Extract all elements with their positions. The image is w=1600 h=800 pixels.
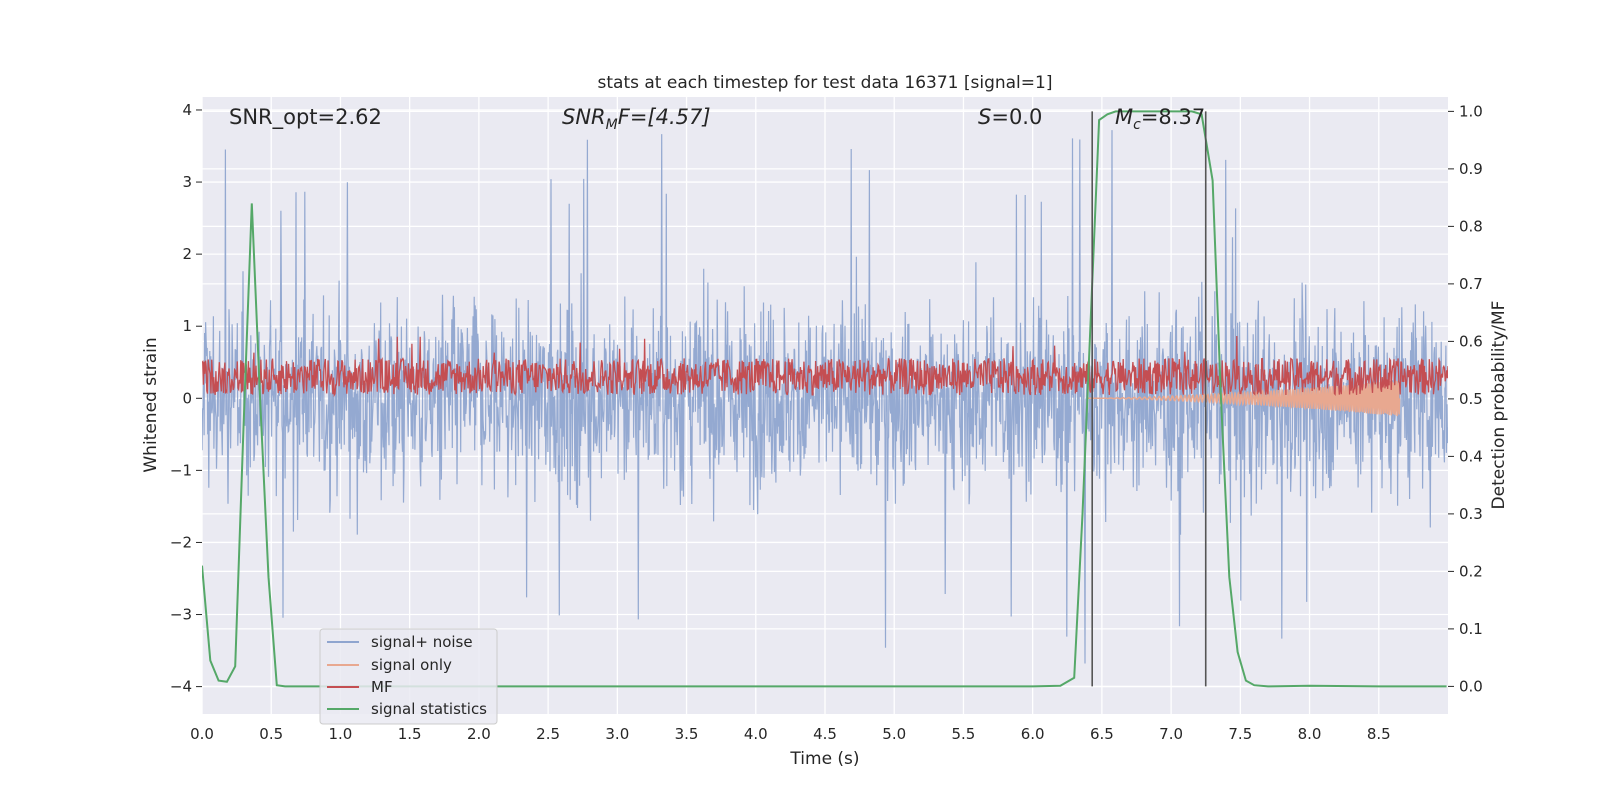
annotation-s-italic: S (978, 105, 991, 129)
x-axis-label: Time (s) (789, 749, 859, 769)
annotation-snr-mf-sub: M (606, 117, 618, 133)
x-tick-label: 0.5 (259, 725, 283, 743)
y-left-tick-label: −1 (170, 461, 192, 479)
x-tick-label: 1.0 (329, 725, 353, 743)
annotation-s-rest: =0.0 (991, 105, 1042, 129)
y-left-tick-label: 2 (182, 245, 192, 263)
y-right-tick-label: 0.1 (1459, 620, 1483, 638)
y-right-tick-label: 0.6 (1459, 332, 1483, 350)
legend-label-signal-only: signal only (371, 656, 452, 674)
y-left-axis-label: Whitened strain (141, 337, 161, 472)
annotation-mc-rest: =8.37 (1141, 105, 1205, 129)
x-tick-label: 6.0 (1021, 725, 1045, 743)
y-left-tick-label: −3 (170, 606, 192, 624)
y-right-tick-label: 0.4 (1459, 447, 1483, 465)
x-tick-label: 3.0 (605, 725, 629, 743)
y-right-tick-label: 0.9 (1459, 160, 1483, 178)
y-left-tick-label: 1 (182, 317, 192, 335)
annotation-mc: Mc=8.37 (1115, 105, 1205, 133)
series-mf (202, 335, 1448, 398)
legend-label-signal-noise: signal+ noise (371, 633, 473, 651)
y-left-tick-label: 3 (182, 173, 192, 191)
y-right-tick-label: 0.2 (1459, 562, 1483, 580)
legend-box (319, 628, 498, 725)
legend-label-mf: MF (371, 678, 393, 696)
series-signal-statistics (202, 110, 1447, 688)
y-right-tick-label: 0.7 (1459, 275, 1483, 293)
x-tick-label: 4.5 (813, 725, 837, 743)
x-tick-label: 3.5 (675, 725, 699, 743)
y-left-tick-labels: 4 3 2 1 0 −1 −2 −3 −4 (170, 101, 202, 696)
y-left-tick-label: −4 (170, 678, 192, 696)
legend-label-signal-statistics: signal statistics (371, 700, 487, 718)
annotation-snr-opt: SNR_opt=2.62 (229, 105, 382, 130)
x-tick-label: 7.0 (1159, 725, 1183, 743)
x-tick-label: 0.0 (190, 725, 214, 743)
annotation-mc-sub: c (1133, 117, 1141, 133)
y-right-tick-labels: 1.0 0.9 0.8 0.7 0.6 0.5 0.4 0.3 0.2 0.1 0.0 (1448, 102, 1483, 695)
y-left-tick-label: −2 (170, 533, 192, 551)
chart-title: stats at each timestep for test data 163… (598, 73, 1053, 93)
annotation-snr-mf-rest: F=[4.57] (618, 105, 711, 129)
x-tick-label: 1.5 (398, 725, 422, 743)
annotation-snr-mf-main: SNR (562, 105, 606, 129)
x-tick-label: 2.0 (467, 725, 491, 743)
y-right-tick-label: 0.5 (1459, 390, 1483, 408)
x-tick-label: 4.0 (744, 725, 768, 743)
annotation-s: S=0.0 (978, 105, 1042, 129)
x-tick-labels: 0.0 0.5 1.0 1.5 2.0 2.5 3.0 3.5 4.0 4.5 5.0 5.5 6.0 6… (190, 725, 1391, 743)
y-left-tick-label: 4 (182, 101, 192, 119)
y-right-axis-label: Detection probability/MF (1489, 301, 1509, 510)
y-right-tick-label: 0.3 (1459, 505, 1483, 523)
annotation-snr-mf: SNRMF=[4.57] (562, 105, 711, 133)
x-tick-label: 5.0 (882, 725, 906, 743)
annotation-mc-italic: M (1115, 105, 1133, 129)
series-layer (202, 110, 1448, 688)
x-tick-label: 2.5 (536, 725, 560, 743)
x-tick-label: 7.5 (1228, 725, 1252, 743)
x-tick-label: 8.0 (1298, 725, 1322, 743)
y-right-tick-label: 1.0 (1459, 102, 1483, 120)
y-right-tick-label: 0.8 (1459, 217, 1483, 235)
x-tick-label: 6.5 (1090, 725, 1114, 743)
y-right-tick-label: 0.0 (1459, 677, 1483, 695)
series-signal-only (1088, 380, 1401, 417)
x-tick-label: 5.5 (952, 725, 976, 743)
legend: signal+ noise signal only MF signal stat… (319, 628, 498, 725)
y-left-tick-label: 0 (182, 389, 192, 407)
x-tick-label: 8.5 (1367, 725, 1391, 743)
